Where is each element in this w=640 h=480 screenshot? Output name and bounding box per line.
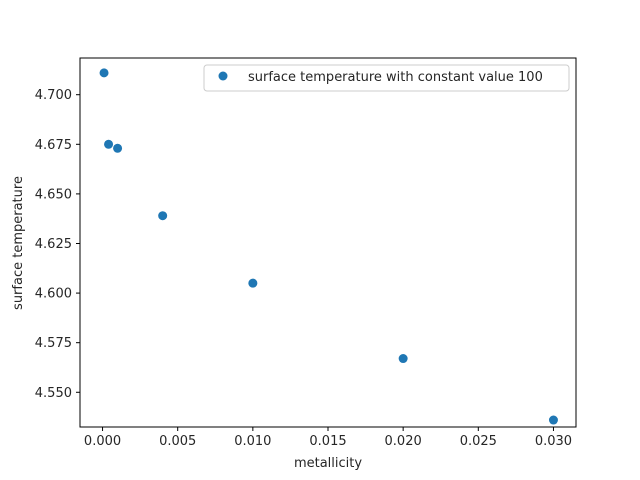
data-point bbox=[398, 354, 408, 364]
data-point bbox=[104, 139, 114, 149]
x-tick-label: 0.010 bbox=[234, 434, 271, 449]
data-point bbox=[248, 278, 258, 288]
y-tick-label: 4.575 bbox=[35, 336, 72, 351]
x-tick-label: 0.020 bbox=[385, 434, 422, 449]
data-point bbox=[158, 211, 168, 221]
data-point bbox=[548, 415, 558, 425]
legend-marker bbox=[218, 71, 228, 81]
data-points bbox=[99, 68, 558, 425]
y-tick-label: 4.700 bbox=[35, 88, 72, 103]
legend: surface temperature with constant value … bbox=[203, 64, 570, 92]
y-tick-label: 4.625 bbox=[35, 237, 72, 252]
y-tick-label: 4.550 bbox=[35, 386, 72, 401]
y-axis-label: surface temperature bbox=[11, 176, 26, 310]
x-tick-label: 0.030 bbox=[535, 434, 572, 449]
data-point bbox=[99, 68, 109, 78]
data-point bbox=[113, 143, 123, 153]
y-axis: 4.550 4.575 4.600 4.625 4.650 4.675 4.700 bbox=[35, 88, 80, 401]
legend-label: surface temperature with constant value … bbox=[248, 70, 543, 85]
x-tick-label: 0.005 bbox=[159, 434, 196, 449]
legend-box bbox=[203, 64, 570, 92]
x-axis-label: metallicity bbox=[294, 456, 362, 471]
x-tick-label: 0.025 bbox=[460, 434, 497, 449]
x-tick-label: 0.015 bbox=[309, 434, 346, 449]
y-tick-label: 4.650 bbox=[35, 187, 72, 202]
x-axis: 0.000 0.005 0.010 0.015 0.020 0.025 0.030 bbox=[84, 427, 572, 449]
y-tick-label: 4.675 bbox=[35, 138, 72, 153]
plot-frame bbox=[79, 57, 577, 428]
plot-area bbox=[79, 57, 577, 428]
x-tick-label: 0.000 bbox=[84, 434, 121, 449]
y-tick-label: 4.600 bbox=[35, 287, 72, 302]
